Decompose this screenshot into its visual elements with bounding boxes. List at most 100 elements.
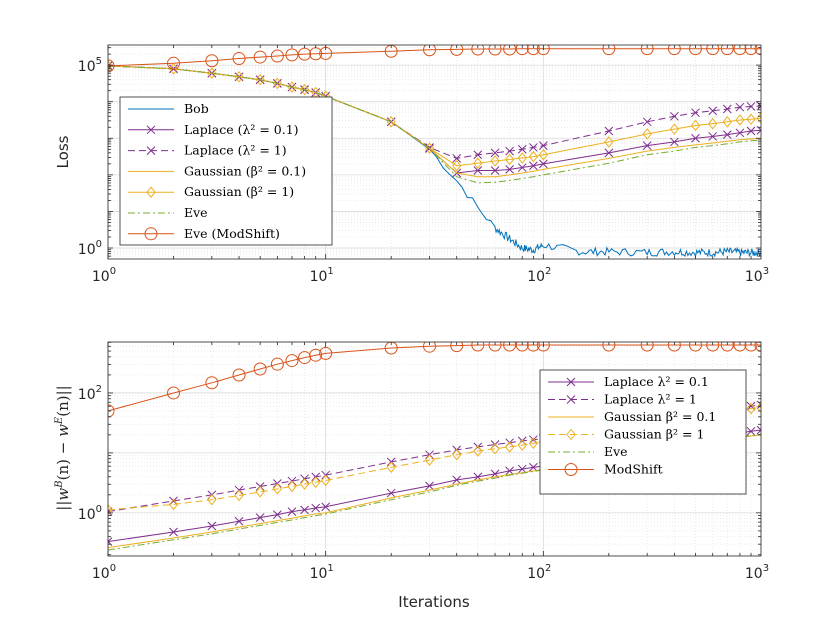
series-2-marker xyxy=(746,102,756,111)
series-2-marker xyxy=(691,108,700,118)
series-5-marker xyxy=(526,342,540,352)
series-0-marker xyxy=(425,481,434,491)
y-tick-label: 105 xyxy=(78,56,102,75)
series-4-marker xyxy=(108,60,113,72)
series-1-marker xyxy=(529,161,538,171)
series-6-marker xyxy=(450,45,464,56)
series-3-marker xyxy=(299,478,310,490)
series-1-marker xyxy=(642,141,652,150)
loss-axes-box xyxy=(107,44,762,260)
series-1-marker xyxy=(517,163,527,172)
series-2-marker xyxy=(604,126,614,136)
series-6-marker xyxy=(270,49,284,63)
series-4-marker xyxy=(642,128,652,140)
series-4-marker xyxy=(490,155,500,167)
series-6-marker xyxy=(640,45,654,56)
series-6-marker xyxy=(488,45,502,56)
series-0-marker xyxy=(517,464,527,474)
series-2-marker xyxy=(490,148,500,158)
y-tick-label: 102 xyxy=(78,384,102,403)
series-0-marker xyxy=(746,426,756,436)
series-3-marker xyxy=(756,401,761,414)
legend-swatch-marker xyxy=(146,125,156,135)
series-4-marker xyxy=(234,71,244,83)
legend-entry: Laplace λ² = 0.1 xyxy=(604,374,709,389)
series-3-marker xyxy=(255,486,265,498)
ylabel-close: (n)|| xyxy=(54,385,72,416)
series-1-marker xyxy=(735,128,745,138)
x-tick-label: 103 xyxy=(745,563,769,582)
ylabel-w-e: w xyxy=(54,424,72,437)
series-4-marker xyxy=(272,77,283,90)
loss-series xyxy=(108,45,761,259)
series-3-marker xyxy=(452,448,462,461)
series-1-marker xyxy=(746,126,756,136)
series-6-marker xyxy=(108,59,115,73)
ylabel-sup-b: B xyxy=(54,480,65,488)
series-1-marker xyxy=(722,130,732,139)
x-tick-label: 102 xyxy=(527,563,551,582)
series-3-marker xyxy=(528,437,539,450)
series-5-marker xyxy=(706,342,720,352)
series-2-marker xyxy=(670,111,679,121)
x-tick-label: 103 xyxy=(745,266,769,285)
series-0-marker xyxy=(529,462,538,472)
series-2-marker xyxy=(505,146,514,156)
series-4-marker xyxy=(255,73,265,86)
legend-swatch-marker xyxy=(144,227,158,241)
series-line-5 xyxy=(108,65,761,184)
y-tick-label: 100 xyxy=(78,239,102,258)
series-3-marker xyxy=(746,402,756,415)
x-tick-label: 100 xyxy=(92,266,116,285)
series-4-marker xyxy=(690,119,701,132)
legend-swatch-marker xyxy=(566,395,576,404)
distance-y-axis-label: ||wB(n) − wE(n)|| xyxy=(54,385,72,510)
series-6-marker xyxy=(167,56,181,70)
x-tick-label: 101 xyxy=(310,266,334,285)
series-3-marker xyxy=(321,474,331,487)
series-6-marker xyxy=(205,54,219,68)
series-5-marker xyxy=(720,342,734,352)
series-5-marker xyxy=(515,342,529,352)
legend-entry: Laplace (λ² = 0.1) xyxy=(184,122,299,137)
series-3-marker xyxy=(287,480,297,493)
series-5-marker xyxy=(423,342,437,353)
series-0-marker xyxy=(287,507,297,516)
series-5-marker xyxy=(205,376,219,390)
series-1-marker xyxy=(604,148,614,158)
series-0-marker xyxy=(321,502,331,512)
series-1-marker xyxy=(490,166,500,175)
series-6-marker xyxy=(298,47,312,61)
series-4-marker xyxy=(528,150,539,163)
series-6-marker xyxy=(602,45,616,56)
series-6-marker xyxy=(503,45,517,56)
series-2-marker xyxy=(538,141,548,150)
legend-entry: ModShift xyxy=(604,462,663,477)
legend-entry: Laplace λ² = 1 xyxy=(604,392,697,407)
series-6-marker xyxy=(706,45,720,56)
series-1-marker xyxy=(746,401,756,411)
series-4-marker xyxy=(473,157,483,169)
series-4-marker xyxy=(722,116,732,128)
series-6-marker xyxy=(471,45,485,56)
series-6-marker xyxy=(232,52,246,66)
series-2-marker xyxy=(642,117,652,127)
series-0-marker xyxy=(452,475,462,485)
series-3-marker xyxy=(424,454,435,466)
series-4-marker xyxy=(538,148,548,161)
series-3-marker xyxy=(207,493,217,506)
series-5-marker xyxy=(536,342,550,352)
loss-ticks: 100 101 102 103 100 105 xyxy=(78,45,769,285)
x-tick-label: 102 xyxy=(527,266,551,285)
series-6-marker xyxy=(285,48,299,62)
series-2-marker xyxy=(722,104,732,114)
series-6-marker xyxy=(720,45,734,56)
series-2-marker xyxy=(452,154,462,163)
series-5-marker xyxy=(319,346,333,360)
series-3-marker xyxy=(234,489,244,502)
series-2-marker xyxy=(735,102,745,112)
ylabel-sup-e: E xyxy=(54,416,65,425)
series-0-marker xyxy=(255,513,265,522)
series-5-marker xyxy=(471,342,485,352)
